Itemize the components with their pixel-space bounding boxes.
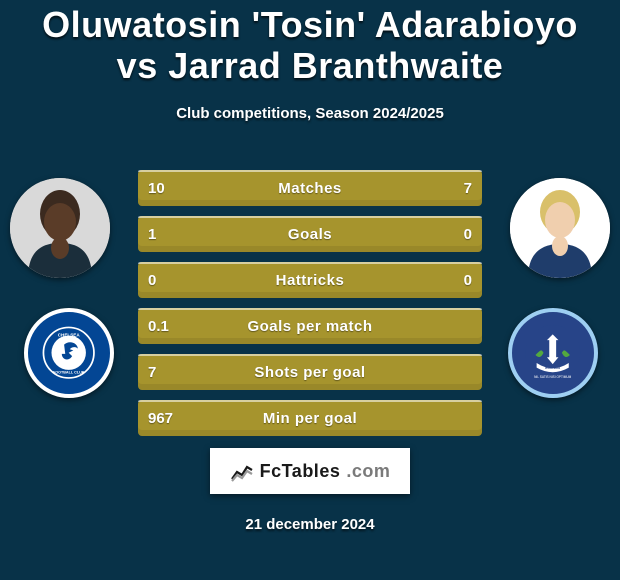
stat-right-value: 7 bbox=[464, 170, 472, 206]
person-silhouette-icon bbox=[510, 178, 610, 278]
person-silhouette-icon bbox=[10, 178, 110, 278]
stat-row: 1 Goals 0 bbox=[138, 216, 482, 252]
player-right-avatar bbox=[510, 178, 610, 278]
stat-left-value: 7 bbox=[148, 354, 156, 390]
comparison-card: Oluwatosin 'Tosin' Adarabioyo vs Jarrad … bbox=[0, 0, 620, 580]
stat-left-value: 0.1 bbox=[148, 308, 169, 344]
stat-label: Goals bbox=[288, 226, 332, 243]
stat-row: 0 Hattricks 0 bbox=[138, 262, 482, 298]
stat-row: 0.1 Goals per match bbox=[138, 308, 482, 344]
chelsea-crest-icon: CHELSEA FOOTBALL CLUB bbox=[40, 324, 97, 381]
stat-row: 10 Matches 7 bbox=[138, 170, 482, 206]
stat-left-value: 967 bbox=[148, 400, 173, 436]
stat-row: 967 Min per goal bbox=[138, 400, 482, 436]
club-right-crest: Everton NIL SATIS NISI OPTIMUM bbox=[508, 308, 598, 398]
stat-right-value: 0 bbox=[464, 216, 472, 252]
svg-text:FOOTBALL CLUB: FOOTBALL CLUB bbox=[53, 371, 85, 375]
stat-left-value: 0 bbox=[148, 262, 156, 298]
stat-label: Shots per goal bbox=[254, 364, 365, 381]
svg-text:NIL SATIS NISI OPTIMUM: NIL SATIS NISI OPTIMUM bbox=[534, 375, 572, 379]
svg-text:CHELSEA: CHELSEA bbox=[58, 333, 81, 338]
branding-text-dark: FcTables bbox=[260, 461, 341, 482]
fctables-logo-icon bbox=[230, 459, 254, 483]
player-left-avatar bbox=[10, 178, 110, 278]
branding-text-light: .com bbox=[346, 461, 390, 482]
stat-label: Goals per match bbox=[247, 318, 372, 335]
stat-label: Hattricks bbox=[276, 272, 345, 289]
stat-row: 7 Shots per goal bbox=[138, 354, 482, 390]
stat-label: Min per goal bbox=[263, 410, 357, 427]
stat-left-value: 1 bbox=[148, 216, 156, 252]
everton-crest-icon: Everton NIL SATIS NISI OPTIMUM bbox=[524, 324, 581, 381]
date-label: 21 december 2024 bbox=[0, 516, 620, 533]
stat-right-value: 0 bbox=[464, 262, 472, 298]
subtitle: Club competitions, Season 2024/2025 bbox=[0, 105, 620, 122]
stats-bars: 10 Matches 7 1 Goals 0 0 Hattricks 0 0.1… bbox=[138, 170, 482, 446]
stat-left-value: 10 bbox=[148, 170, 165, 206]
svg-text:Everton: Everton bbox=[546, 365, 561, 370]
club-left-crest: CHELSEA FOOTBALL CLUB bbox=[24, 308, 114, 398]
branding-badge: FcTables.com bbox=[210, 448, 410, 494]
stat-label: Matches bbox=[278, 180, 342, 197]
page-title: Oluwatosin 'Tosin' Adarabioyo vs Jarrad … bbox=[0, 0, 620, 87]
